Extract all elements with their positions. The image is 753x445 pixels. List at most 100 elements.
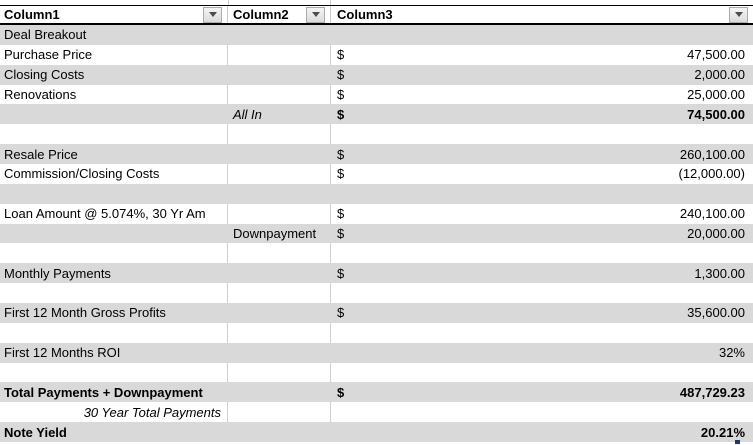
header-cell-column2[interactable]: Column2 xyxy=(228,6,331,23)
row-value-cell[interactable] xyxy=(331,25,753,45)
table-row: Commission/Closing Costs $ (12,000.00) xyxy=(0,164,753,184)
selection-fill-handle xyxy=(735,440,740,444)
cell-value: 32% xyxy=(718,345,745,361)
cell-value: 20,000.00 xyxy=(687,226,745,242)
row-sublabel-cell[interactable] xyxy=(228,382,331,402)
row-label-cell[interactable] xyxy=(0,224,228,244)
cell-value: 260,100.00 xyxy=(679,146,745,162)
row-sublabel-cell[interactable]: Downpayment xyxy=(233,226,317,242)
currency-symbol: $ xyxy=(337,106,345,122)
row-label-cell[interactable]: First 12 Months ROI xyxy=(4,345,121,361)
row-value-cell[interactable]: 20.21% xyxy=(331,422,753,442)
header-cell-column3[interactable]: Column3 xyxy=(331,6,753,23)
row-label-cell[interactable] xyxy=(0,124,228,145)
row-label-cell[interactable]: Purchase Price xyxy=(0,44,228,65)
row-value-cell[interactable]: $20,000.00 xyxy=(331,224,753,244)
row-value-cell[interactable]: $47,500.00 xyxy=(331,45,753,65)
row-sublabel-cell[interactable] xyxy=(228,164,331,184)
row-label-cell[interactable]: Resale Price xyxy=(4,146,78,162)
currency-symbol: $ xyxy=(337,305,345,321)
row-value-cell[interactable] xyxy=(331,184,753,204)
row-label-cell[interactable]: Loan Amount @ 5.074%, 30 Yr Am xyxy=(0,203,228,224)
table-row xyxy=(0,243,753,264)
row-sublabel-cell[interactable] xyxy=(228,283,331,304)
row-sublabel-cell[interactable] xyxy=(228,303,331,323)
row-sublabel-cell[interactable] xyxy=(228,243,331,264)
row-label-cell[interactable] xyxy=(0,104,228,124)
row-label-cell[interactable] xyxy=(0,283,228,304)
column3-header-label: Column3 xyxy=(337,7,393,22)
row-sublabel-cell[interactable] xyxy=(228,184,331,204)
row-sublabel-cell[interactable] xyxy=(228,203,331,224)
row-label-cell[interactable] xyxy=(0,184,228,204)
currency-symbol: $ xyxy=(337,226,345,242)
table-row: Downpayment $20,000.00 xyxy=(0,223,753,244)
cell-value: 25,000.00 xyxy=(687,87,745,102)
row-value-cell[interactable]: $ (12,000.00) xyxy=(331,164,753,184)
chevron-down-icon xyxy=(311,12,320,17)
row-value-cell[interactable]: $25,000.00 xyxy=(331,85,753,105)
table-row xyxy=(0,362,753,383)
row-sublabel-cell[interactable]: All In xyxy=(233,106,262,122)
row-sublabel-cell[interactable] xyxy=(228,402,331,423)
row-value-cell[interactable] xyxy=(331,323,753,343)
table-row xyxy=(0,124,753,145)
row-sublabel-cell[interactable] xyxy=(228,343,331,363)
row-sublabel-cell[interactable] xyxy=(228,263,331,283)
row-label-cell[interactable]: Note Yield xyxy=(4,424,67,440)
table-row: Loan Amount @ 5.074%, 30 Yr Am $240,100.0… xyxy=(0,203,753,224)
row-label-cell[interactable] xyxy=(0,362,228,383)
currency-symbol: $ xyxy=(337,47,345,63)
table-row: Closing Costs $2,000.00 xyxy=(0,64,753,85)
table-row: All In $74,500.00 xyxy=(0,104,753,125)
row-value-cell[interactable]: $240,100.00 xyxy=(331,204,753,224)
table-row: First 12 Months ROI 32% xyxy=(0,342,753,363)
row-value-cell[interactable] xyxy=(331,243,753,263)
cell-value: 2,000.00 xyxy=(694,67,745,83)
row-sublabel-cell[interactable] xyxy=(228,144,331,164)
row-value-cell[interactable]: $35,600.00 xyxy=(331,303,753,323)
column-gridline xyxy=(330,0,331,5)
filter-dropdown-button[interactable] xyxy=(306,6,325,23)
row-sublabel-cell[interactable] xyxy=(228,25,331,45)
row-label-cell[interactable]: Closing Costs xyxy=(4,67,85,83)
row-label-cell[interactable] xyxy=(0,243,228,264)
row-value-cell[interactable] xyxy=(331,124,753,144)
row-label-cell[interactable]: Renovations xyxy=(0,84,228,105)
row-label-cell[interactable]: Total Payments + Downpayment xyxy=(4,384,203,400)
row-sublabel-cell[interactable] xyxy=(228,44,331,65)
row-label-cell[interactable]: 30 Year Total Payments xyxy=(0,402,228,423)
row-sublabel-cell[interactable] xyxy=(228,84,331,105)
row-value-cell[interactable] xyxy=(331,363,753,383)
filter-dropdown-button[interactable] xyxy=(729,6,748,23)
table-row: Renovations $25,000.00 xyxy=(0,84,753,105)
sheet-top-strip xyxy=(0,0,753,5)
row-label-cell[interactable] xyxy=(0,322,228,343)
row-sublabel-cell[interactable] xyxy=(228,322,331,343)
row-sublabel-cell[interactable] xyxy=(228,65,331,85)
filter-dropdown-button[interactable] xyxy=(203,6,222,23)
row-value-cell[interactable]: $260,100.00 xyxy=(331,144,753,164)
row-label-cell[interactable]: Commission/Closing Costs xyxy=(0,164,228,184)
row-sublabel-cell[interactable] xyxy=(228,362,331,383)
row-sublabel-cell[interactable] xyxy=(228,124,331,145)
row-value-cell[interactable]: $74,500.00 xyxy=(331,104,753,124)
row-label-cell[interactable]: Monthly Payments xyxy=(4,265,111,281)
row-value-cell[interactable]: 32% xyxy=(331,343,753,363)
row-value-cell[interactable]: $487,729.23 xyxy=(331,382,753,402)
row-value-cell[interactable]: $1,300.00 xyxy=(331,263,753,283)
row-value-cell[interactable] xyxy=(331,402,753,422)
column1-header-label: Column1 xyxy=(4,7,60,22)
chevron-down-icon xyxy=(734,12,743,17)
row-label-cell[interactable]: Deal Breakout xyxy=(4,27,87,43)
cell-value: 20.21% xyxy=(700,424,745,440)
table-row: Deal Breakout xyxy=(0,25,753,45)
table-row xyxy=(0,283,753,304)
header-cell-column1[interactable]: Column1 xyxy=(0,6,228,23)
row-value-cell[interactable] xyxy=(331,283,753,303)
row-value-cell[interactable]: $2,000.00 xyxy=(331,65,753,85)
row-sublabel-cell[interactable] xyxy=(228,422,331,442)
row-label-cell[interactable]: First 12 Month Gross Profits xyxy=(4,305,166,321)
currency-symbol: $ xyxy=(337,206,345,222)
cell-value: 74,500.00 xyxy=(687,106,745,122)
